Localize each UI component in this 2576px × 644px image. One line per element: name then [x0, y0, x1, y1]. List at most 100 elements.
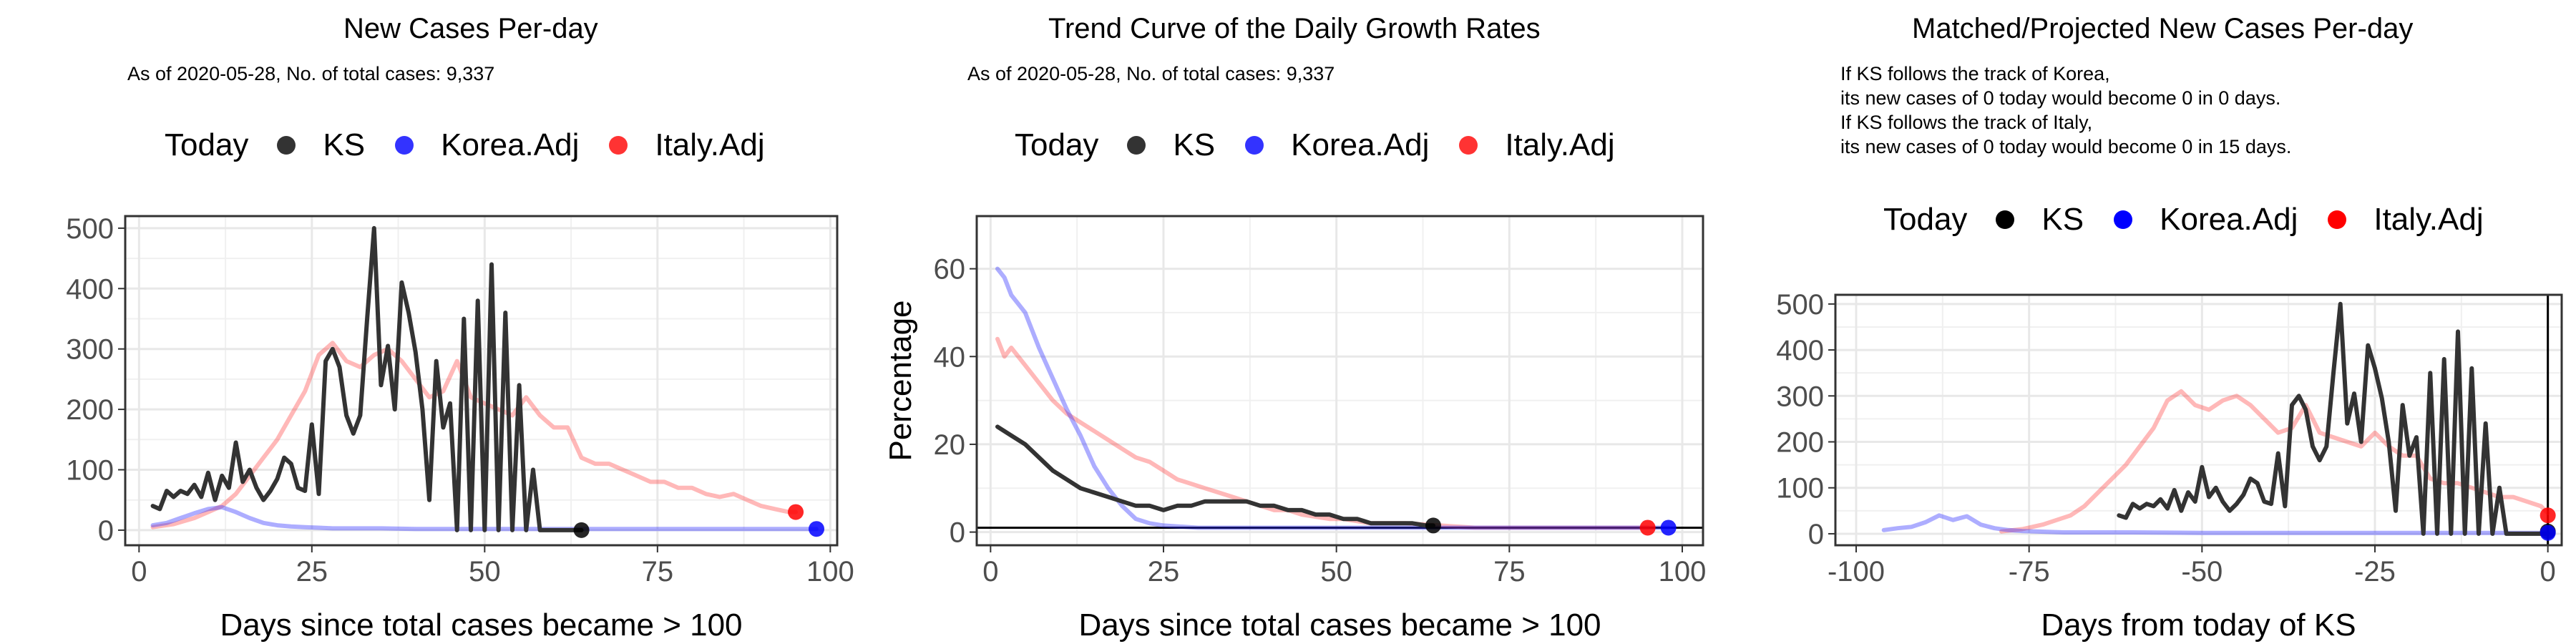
plot-border [124, 215, 839, 547]
y-tick-label: 400 [66, 273, 114, 305]
x-tick-label: 100 [806, 556, 854, 587]
legend-dot-ks [1127, 136, 1146, 155]
chart-subtitle-2: its new cases of 0 today would become 0 … [1840, 87, 2281, 109]
x-axis-label: Days since total cases became > 100 [220, 608, 742, 643]
chart-growth-rates: 0 25 50 75 100 0 20 40 60 Days since total cases … [883, 215, 1707, 643]
legend-dot-ks [277, 136, 296, 155]
today-point-ks [1425, 517, 1441, 534]
y-tick-label: 100 [1776, 473, 1824, 504]
legend: Today KS Korea.Adj Italy.Adj [165, 127, 795, 163]
legend-item-korea: Korea.Adj [395, 127, 579, 163]
y-tick-label: 60 [934, 254, 966, 286]
series-line-ks [150, 225, 584, 532]
chart-title: Matched/Projected New Cases Per-day [1912, 13, 2414, 44]
y-tick-label: 500 [66, 213, 114, 245]
x-tick-label: 0 [2540, 556, 2556, 587]
y-tick-label: 300 [1776, 381, 1824, 412]
plot-border [1834, 293, 2563, 547]
legend-item-italy: Italy.Adj [1459, 127, 1615, 163]
x-tick-label: -75 [2009, 556, 2050, 587]
panel-projected: Matched/Projected New Cases Per-day If K… [1717, 0, 2576, 644]
legend-label: Korea.Adj [441, 127, 580, 162]
series-line-korea-adj [1881, 513, 2550, 535]
y-tick-label: 20 [934, 429, 966, 461]
legend-label: KS [1173, 127, 1216, 162]
legend-label: Italy.Adj [655, 127, 765, 162]
legend-label: Italy.Adj [2373, 202, 2484, 237]
panel-growth-rates: Trend Curve of the Daily Growth Rates As… [859, 0, 1717, 644]
series-line-ks [995, 424, 1435, 528]
minor-grid [977, 216, 1703, 545]
legend-label: KS [2041, 202, 2084, 237]
legend-dot-italy [609, 136, 628, 155]
today-point-italy-adj [2540, 507, 2556, 524]
legend-title: Today [165, 127, 249, 162]
today-point-korea-adj [1660, 519, 1677, 536]
x-tick-label: 75 [642, 556, 674, 587]
legend-item-italy: Italy.Adj [609, 127, 765, 163]
legend-dot-ks [1996, 210, 2015, 229]
today-point-italy-adj [788, 504, 804, 520]
today-point-ks [573, 522, 590, 538]
y-axis-label: Percentage [883, 300, 918, 461]
panel-new-cases: New Cases Per-day As of 2020-05-28, No. … [0, 0, 859, 644]
y-tick-label: 100 [66, 454, 114, 486]
legend-item-ks: KS [277, 127, 365, 163]
today-point-korea-adj [809, 521, 825, 537]
plot-border [975, 215, 1704, 547]
legend-dot-korea [395, 136, 414, 155]
x-tick-label: 100 [1659, 556, 1707, 587]
y-tick-label: 500 [1776, 289, 1824, 321]
legend-item-ks: KS [1996, 202, 2084, 238]
y-tick-label: 0 [950, 517, 965, 549]
y-tick-label: 400 [1776, 335, 1824, 366]
legend-item-ks: KS [1127, 127, 1215, 163]
series-line-italy-adj [995, 336, 1650, 530]
chart-subtitle-3: If KS follows the track of Italy, [1840, 112, 2093, 133]
today-point-korea-adj [2540, 525, 2556, 541]
legend-label: Italy.Adj [1505, 127, 1615, 162]
legend-dot-korea [1245, 136, 1264, 155]
series-line-italy-adj [150, 341, 798, 530]
chart-subtitle: As of 2020-05-28, No. of total cases: 9,… [967, 63, 1335, 84]
y-tick-label: 200 [66, 394, 114, 426]
legend-title: Today [1883, 202, 1968, 237]
chart-new-cases: 0 25 50 75 100 0 100 200 300 400 500 Days since tot… [66, 213, 854, 643]
chart-subtitle-1: If KS follows the track of Korea, [1840, 63, 2110, 84]
x-tick-label: -25 [2354, 556, 2396, 587]
legend-item-korea: Korea.Adj [1245, 127, 1429, 163]
x-tick-label: -100 [1828, 556, 1885, 587]
legend-label: KS [323, 127, 366, 162]
x-tick-label: 75 [1493, 556, 1526, 587]
y-tick-label: 40 [934, 341, 966, 373]
legend-item-italy: Italy.Adj [2328, 202, 2484, 238]
series-line-korea-adj [150, 504, 819, 532]
x-tick-label: 0 [982, 556, 998, 587]
today-point-italy-adj [1639, 519, 1656, 536]
x-tick-label: 0 [131, 556, 147, 587]
x-tick-label: -50 [2181, 556, 2223, 587]
legend-dot-italy [1459, 136, 1478, 155]
legend: Today KS Korea.Adj Italy.Adj [1883, 202, 2514, 238]
x-tick-label: 50 [1320, 556, 1352, 587]
series-line-ks [2117, 301, 2550, 536]
x-axis-label: Days since total cases became > 100 [1078, 608, 1601, 643]
y-tick-label: 300 [66, 334, 114, 366]
chart-projected: -100 -75 -50 -25 0 0 100 200 300 400 500 Days from … [1776, 289, 2563, 643]
x-tick-label: 50 [469, 556, 501, 587]
legend-item-korea: Korea.Adj [2114, 202, 2298, 238]
x-tick-label: 25 [1148, 556, 1180, 587]
x-axis-label: Days from today of KS [2041, 608, 2356, 643]
legend-label: Korea.Adj [1291, 127, 1430, 162]
y-tick-label: 0 [1808, 519, 1824, 550]
legend: Today KS Korea.Adj Italy.Adj [1015, 127, 1645, 163]
chart-subtitle: As of 2020-05-28, No. of total cases: 9,… [127, 63, 495, 84]
y-tick-label: 0 [98, 515, 114, 547]
chart-title: New Cases Per-day [343, 13, 598, 44]
legend-dot-korea [2114, 210, 2133, 229]
x-tick-label: 25 [296, 556, 328, 587]
y-tick-label: 200 [1776, 427, 1824, 459]
chart-title: Trend Curve of the Daily Growth Rates [1048, 13, 1541, 44]
chart-subtitle-4: its new cases of 0 today would become 0 … [1840, 136, 2292, 157]
legend-title: Today [1015, 127, 1099, 162]
